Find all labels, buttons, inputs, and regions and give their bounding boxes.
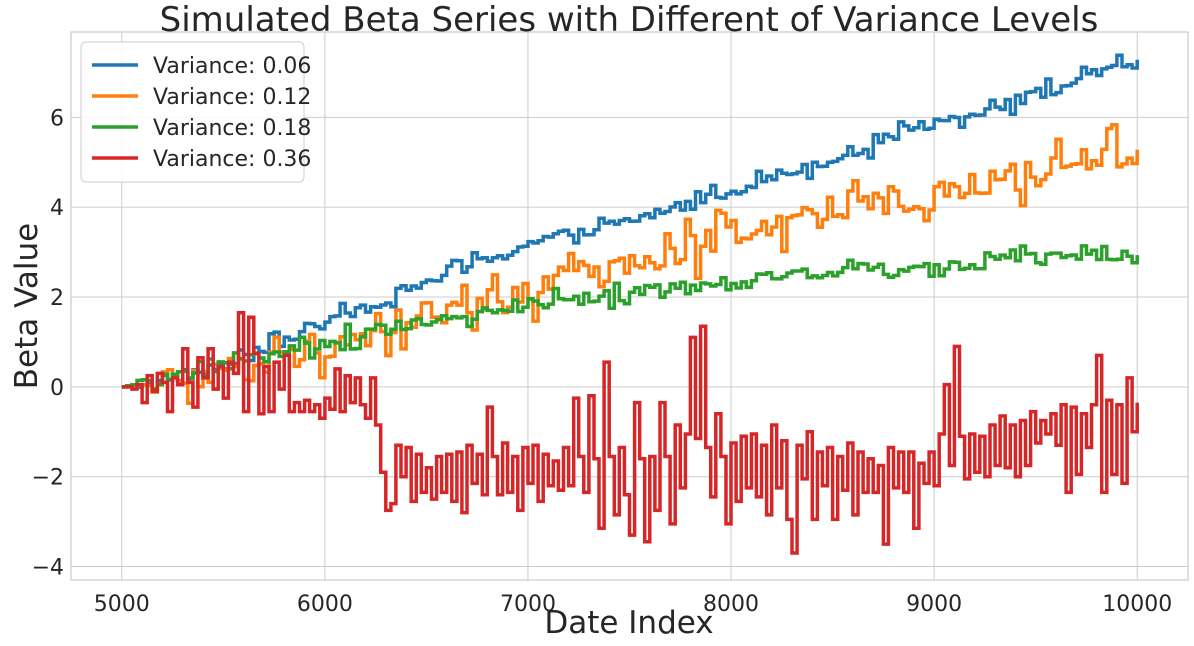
- x-axis-label: Date Index: [544, 605, 713, 641]
- y-tick-label-2: 0: [50, 376, 64, 401]
- chart-title: Simulated Beta Series with Different of …: [160, 0, 1099, 40]
- y-tick-label-0: −4: [32, 556, 64, 581]
- y-tick-label-4: 4: [50, 196, 64, 221]
- series-line-3: [121, 310, 1139, 555]
- x-tick-label-4: 9000: [906, 592, 962, 617]
- x-tick-label-0: 5000: [94, 592, 150, 617]
- series-line-0: [121, 53, 1139, 391]
- y-tick-label-5: 6: [50, 106, 64, 131]
- legend-label-2: Variance: 0.18: [153, 116, 311, 141]
- x-tick-label-3: 8000: [703, 592, 759, 617]
- plot-frame: [70, 31, 1189, 581]
- series-line-2: [121, 244, 1139, 391]
- x-tick-label-1: 6000: [297, 592, 353, 617]
- y-tick-label-1: −2: [32, 466, 64, 491]
- y-tick-label-3: 2: [50, 286, 64, 311]
- x-tick-label-5: 10000: [1102, 592, 1172, 617]
- y-tick-labels: −4 −2 0 2 4 6: [32, 106, 64, 580]
- y-axis-label: Beta Value: [9, 223, 45, 389]
- legend-label-0: Variance: 0.06: [153, 54, 311, 79]
- legend-label-1: Variance: 0.12: [153, 85, 311, 110]
- legend-label-3: Variance: 0.36: [153, 147, 311, 172]
- legend-box: [80, 41, 305, 183]
- legend: Variance: 0.06 Variance: 0.12 Variance: 0.…: [80, 41, 311, 183]
- x-tick-labels: 5000 6000 7000 8000 9000 10000: [94, 592, 1172, 617]
- x-tick-label-2: 7000: [500, 592, 556, 617]
- series-lines: [121, 53, 1139, 555]
